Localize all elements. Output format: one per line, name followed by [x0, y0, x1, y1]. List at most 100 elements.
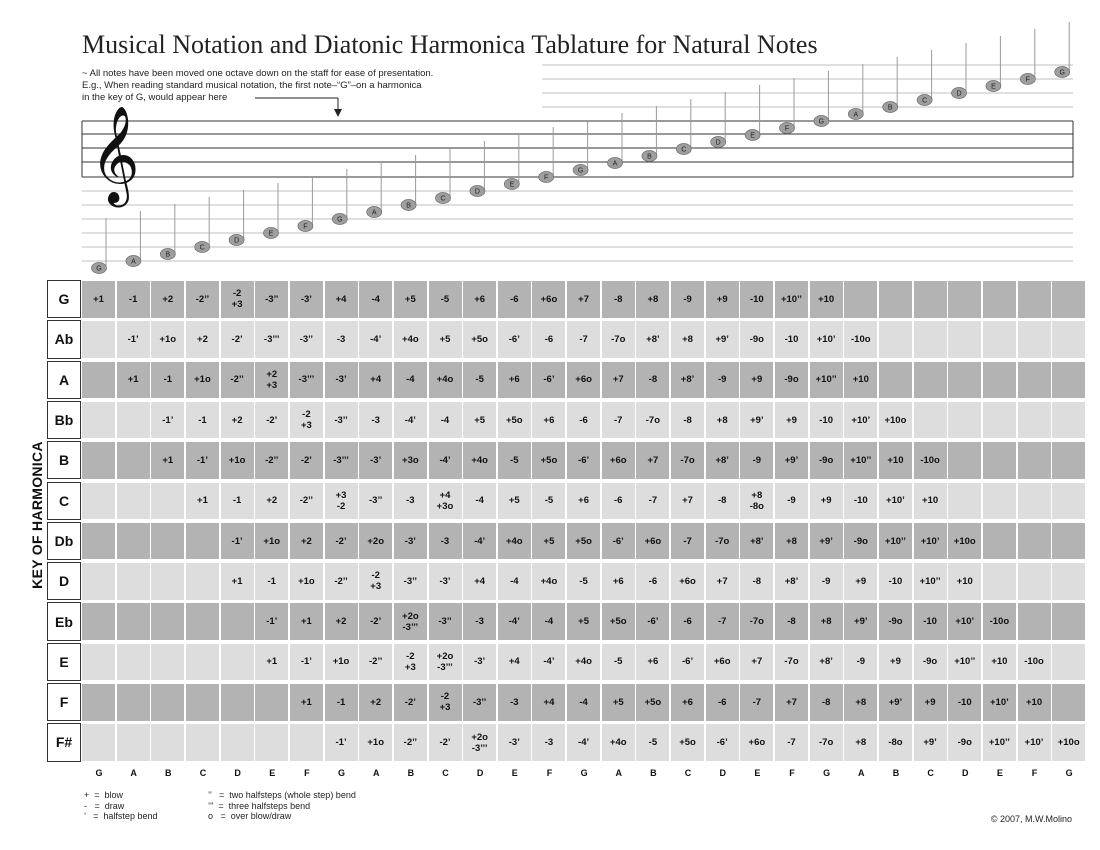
tab-cell: +2 — [324, 603, 358, 640]
tab-cell: +6 — [497, 361, 531, 399]
tab-cell — [1017, 442, 1051, 479]
tab-cell — [82, 563, 115, 600]
tab-cell: -2’’ — [185, 281, 219, 318]
tab-cell: +6 — [463, 281, 497, 318]
tab-cell: -2’ — [324, 522, 358, 560]
column-note-label: A — [858, 767, 865, 778]
tab-cell — [151, 643, 185, 681]
tab-cell: -3’’ — [324, 401, 358, 439]
tab-cell: +10’ — [913, 522, 947, 560]
column-note-label: G — [580, 767, 588, 778]
tab-cell: +9’ — [913, 724, 947, 761]
note-letter: D — [956, 91, 961, 98]
note-line-1: ~ All notes have been moved one octave d… — [82, 68, 434, 79]
tab-cell — [844, 281, 878, 318]
note-letter: G — [337, 217, 342, 224]
note-letter: A — [853, 112, 858, 119]
column-note-label: A — [372, 767, 380, 778]
tab-cell: +2o -3’’’ — [393, 603, 427, 640]
tab-cell — [982, 442, 1016, 479]
tab-cell: +10’ — [982, 684, 1016, 721]
tab-cell: -3 — [532, 724, 566, 761]
tab-cell: -8 — [740, 563, 774, 600]
column-note-label: E — [269, 767, 276, 778]
tab-cell: -3’ — [497, 724, 531, 761]
tab-cell: +10’’ — [844, 442, 878, 479]
tab-cell — [913, 361, 947, 399]
tab-cell: +8 — [844, 724, 878, 761]
tab-cell: -8 — [601, 281, 635, 318]
tab-cell: -3 — [359, 401, 393, 439]
column-note-label: B — [165, 767, 172, 778]
tab-cell: +4 — [359, 361, 393, 399]
tab-cell: -1’ — [220, 522, 254, 560]
tab-cell: -3’ — [359, 442, 393, 479]
tab-cell: +7 — [671, 482, 705, 519]
tab-cell: -7 — [567, 321, 601, 358]
tab-cell: +7 — [567, 281, 601, 318]
arrow-down-icon — [334, 109, 342, 117]
note-letter: C — [681, 147, 686, 154]
tab-cell: +9 — [844, 563, 878, 600]
tab-cell: -4 — [532, 603, 566, 640]
note-letter: C — [922, 98, 927, 105]
tab-cell: +10’ — [809, 321, 843, 358]
tab-cell: -5 — [532, 482, 566, 519]
tab-cell: +10’’ — [775, 281, 808, 318]
tab-cell — [1052, 684, 1086, 721]
note-letter: G — [578, 168, 583, 175]
tab-cell: -2’’ — [393, 724, 427, 761]
tab-cell: +6 — [671, 684, 705, 721]
tab-cell: +1o — [359, 724, 393, 761]
note-head — [469, 185, 486, 197]
tab-cell: -1 — [185, 401, 219, 439]
column-note-label: C — [927, 767, 934, 778]
note-letter: B — [888, 105, 893, 112]
tab-cell — [982, 281, 1016, 318]
tab-cell: -3 — [428, 522, 462, 560]
note-head — [607, 157, 623, 169]
tab-cell: -2 +3 — [220, 281, 254, 318]
tab-cell: +5o — [601, 603, 635, 640]
tab-cell — [82, 684, 115, 721]
tab-cell — [948, 361, 982, 399]
tab-cell — [255, 684, 289, 721]
tab-cell: +9 — [775, 401, 808, 439]
tab-cell: -2’ — [428, 724, 462, 761]
tab-cell: +1o — [220, 442, 254, 479]
tab-cell: -7o — [671, 442, 705, 479]
note-letter: C — [440, 196, 445, 203]
row-key-label: Db — [47, 521, 81, 561]
tab-cell — [151, 603, 185, 640]
note-letter: D — [716, 140, 721, 147]
tab-cell: +4 — [324, 281, 358, 318]
tab-cell: -8o — [878, 724, 912, 761]
tab-cell: +5 — [463, 401, 497, 439]
tab-cell — [185, 522, 219, 560]
tab-cell: +8’ — [705, 442, 739, 479]
tab-cell — [289, 724, 323, 761]
tab-cell: -2’’ — [324, 563, 358, 600]
tab-cell — [255, 724, 289, 761]
tab-cell: -7 — [775, 724, 808, 761]
tab-cell — [878, 281, 912, 318]
column-note-label: E — [754, 767, 761, 778]
note-head — [675, 143, 692, 155]
tab-cell: +10 — [1017, 684, 1051, 721]
tab-cell: -2 +3 — [428, 684, 462, 721]
tab-cell — [1052, 482, 1086, 519]
column-note-label: D — [234, 767, 241, 778]
note-head — [503, 178, 520, 190]
tab-cell: -10 — [775, 321, 808, 358]
tab-cell: -3’’ — [289, 321, 323, 358]
tab-cell: -3’’’ — [255, 321, 289, 358]
tab-cell: -9 — [705, 361, 739, 399]
note-head — [882, 101, 899, 113]
tab-cell: +8 — [705, 401, 739, 439]
tab-cell — [151, 724, 185, 761]
note-letter: F — [1026, 77, 1030, 84]
tab-cell: +4 +3o — [428, 482, 462, 519]
tab-cell: -3’’’ — [289, 361, 323, 399]
tab-cell: +10’’ — [913, 563, 947, 600]
tab-cell: +8 — [671, 321, 705, 358]
